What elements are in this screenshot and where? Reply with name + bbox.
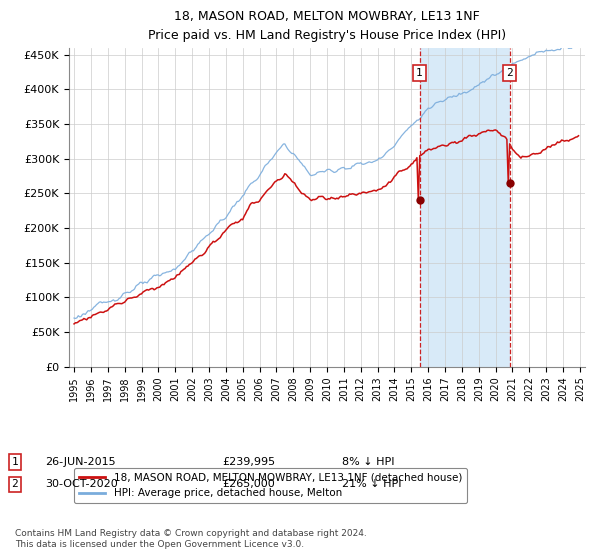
Text: 1: 1 [11, 457, 19, 467]
Text: 8% ↓ HPI: 8% ↓ HPI [342, 457, 395, 467]
Text: 21% ↓ HPI: 21% ↓ HPI [342, 479, 401, 489]
Title: 18, MASON ROAD, MELTON MOWBRAY, LE13 1NF
Price paid vs. HM Land Registry's House: 18, MASON ROAD, MELTON MOWBRAY, LE13 1NF… [148, 10, 506, 42]
Text: 2: 2 [506, 68, 513, 78]
Text: 1: 1 [416, 68, 423, 78]
Text: 30-OCT-2020: 30-OCT-2020 [45, 479, 118, 489]
Text: £265,000: £265,000 [222, 479, 275, 489]
Legend: 18, MASON ROAD, MELTON MOWBRAY, LE13 1NF (detached house), HPI: Average price, d: 18, MASON ROAD, MELTON MOWBRAY, LE13 1NF… [74, 468, 467, 503]
Text: Contains HM Land Registry data © Crown copyright and database right 2024.
This d: Contains HM Land Registry data © Crown c… [15, 529, 367, 549]
Text: £239,995: £239,995 [222, 457, 275, 467]
Text: 2: 2 [11, 479, 19, 489]
Text: 26-JUN-2015: 26-JUN-2015 [45, 457, 116, 467]
Bar [419, 48, 509, 367]
